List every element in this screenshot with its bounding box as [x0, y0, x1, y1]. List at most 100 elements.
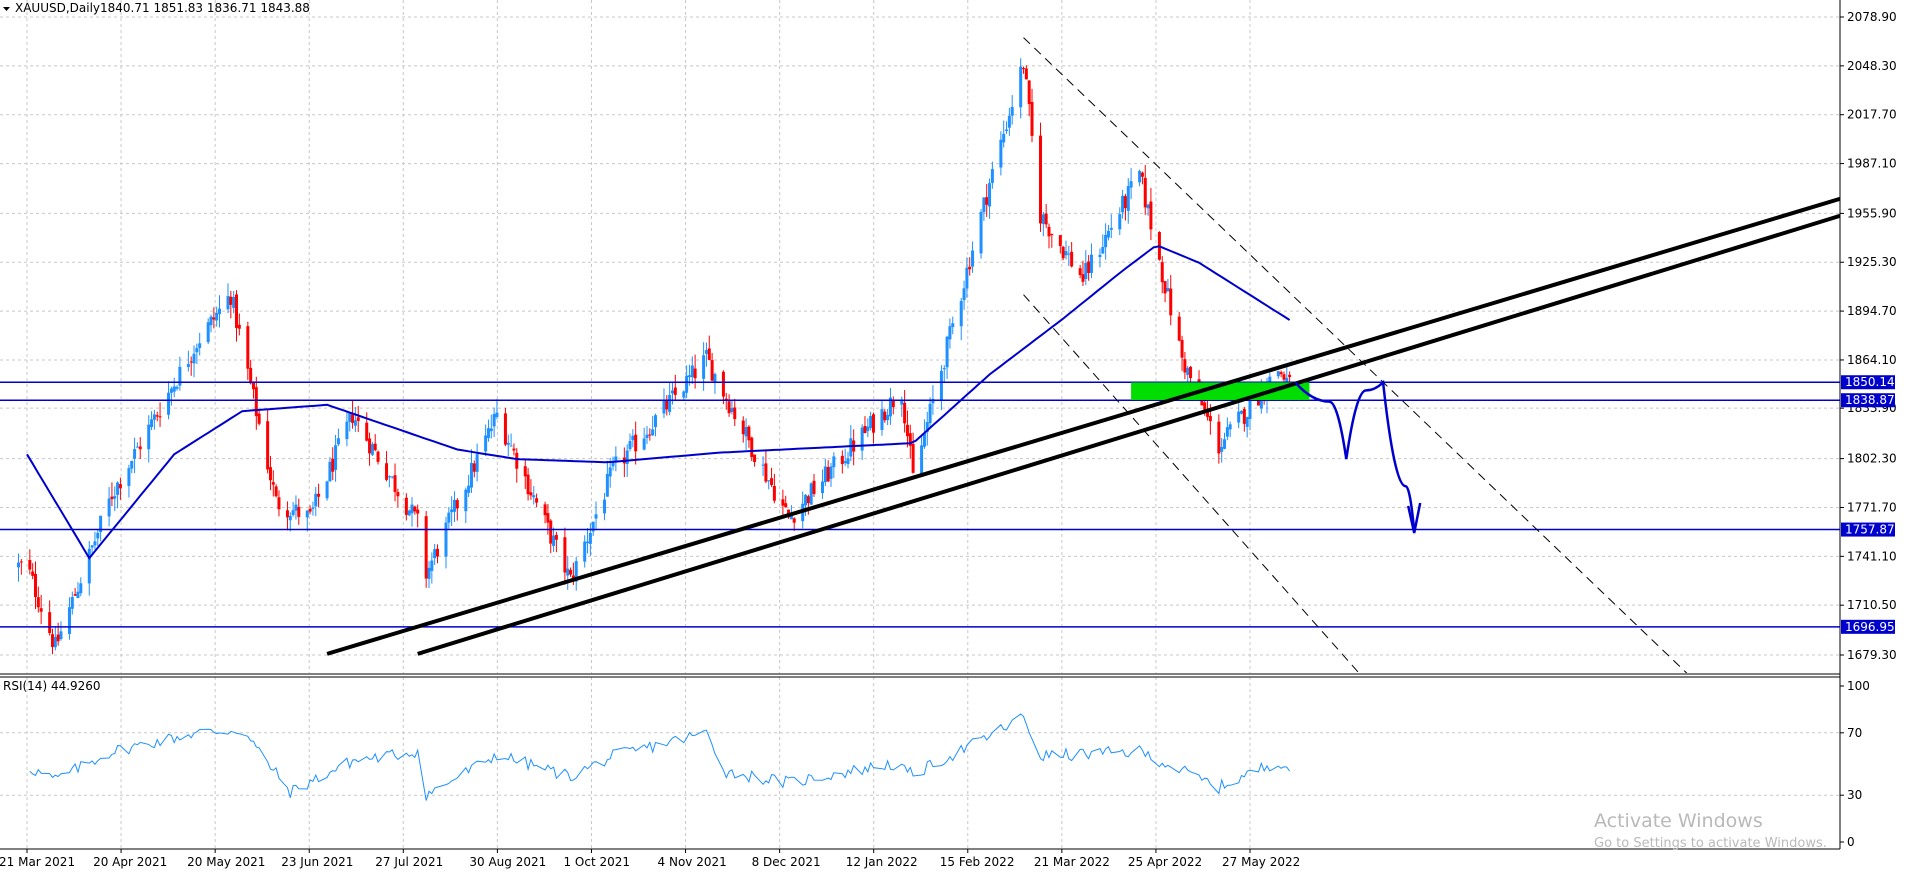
candle[interactable]	[435, 544, 439, 564]
candle[interactable]	[634, 421, 638, 465]
candle[interactable]	[1223, 432, 1227, 450]
main-plot-area[interactable]	[0, 37, 1915, 678]
candle[interactable]	[1129, 168, 1133, 200]
candle[interactable]	[1140, 171, 1144, 185]
candle[interactable]	[433, 543, 437, 566]
candle[interactable]	[1169, 274, 1173, 326]
candle[interactable]	[48, 600, 52, 636]
candle[interactable]	[860, 424, 864, 461]
candle[interactable]	[767, 479, 771, 490]
candle[interactable]	[1022, 66, 1026, 74]
candle[interactable]	[229, 290, 233, 319]
candle[interactable]	[464, 487, 468, 524]
candle[interactable]	[31, 563, 35, 580]
candle[interactable]	[475, 443, 479, 482]
candle[interactable]	[1024, 65, 1028, 80]
candle[interactable]	[1047, 223, 1051, 249]
candle[interactable]	[447, 507, 451, 529]
candle[interactable]	[195, 343, 199, 365]
candle[interactable]	[948, 318, 952, 349]
candle[interactable]	[515, 448, 519, 483]
candle[interactable]	[257, 410, 261, 426]
candle[interactable]	[764, 450, 768, 484]
candle[interactable]	[99, 515, 103, 542]
candle[interactable]	[883, 409, 887, 423]
candle[interactable]	[450, 496, 454, 527]
candle[interactable]	[690, 356, 694, 384]
candle[interactable]	[234, 290, 238, 342]
candle[interactable]	[891, 396, 895, 415]
price-tick-label[interactable]: 1955.90	[1847, 206, 1897, 220]
candle[interactable]	[444, 516, 448, 569]
candle[interactable]	[79, 577, 83, 597]
candle[interactable]	[430, 552, 434, 584]
candle[interactable]	[1104, 223, 1108, 260]
candle[interactable]	[1149, 187, 1153, 241]
candle[interactable]	[407, 509, 411, 516]
candle[interactable]	[189, 356, 193, 376]
candle[interactable]	[288, 512, 292, 532]
candle[interactable]	[594, 501, 598, 531]
candle[interactable]	[1242, 406, 1246, 432]
candle[interactable]	[1101, 234, 1105, 255]
candle[interactable]	[127, 464, 131, 498]
date-tick-label[interactable]: 20 May 2021	[187, 855, 265, 869]
candle[interactable]	[908, 424, 912, 459]
candle[interactable]	[543, 501, 547, 524]
candle[interactable]	[809, 482, 813, 505]
candle[interactable]	[747, 425, 751, 448]
candle[interactable]	[133, 437, 137, 474]
channel-line-dashed[interactable]	[1023, 37, 1692, 678]
candle[interactable]	[682, 390, 686, 400]
candle[interactable]	[393, 463, 397, 502]
candle[interactable]	[829, 462, 833, 487]
candle[interactable]	[50, 628, 54, 655]
candle[interactable]	[135, 442, 139, 448]
candle[interactable]	[28, 549, 32, 575]
candle[interactable]	[1146, 204, 1150, 216]
candle[interactable]	[1078, 264, 1082, 279]
candle[interactable]	[939, 365, 943, 411]
candle[interactable]	[356, 405, 360, 433]
candle[interactable]	[277, 490, 281, 517]
candle[interactable]	[150, 411, 154, 431]
candle[interactable]	[905, 410, 909, 448]
candle[interactable]	[1160, 256, 1164, 294]
candle[interactable]	[492, 407, 496, 438]
candle[interactable]	[192, 345, 196, 378]
candle[interactable]	[390, 476, 394, 479]
candle[interactable]	[376, 450, 380, 465]
candle[interactable]	[554, 531, 558, 553]
candle[interactable]	[17, 553, 21, 582]
candle[interactable]	[107, 486, 111, 527]
candle[interactable]	[871, 412, 875, 444]
candle[interactable]	[750, 436, 754, 462]
candle[interactable]	[305, 510, 309, 532]
candle[interactable]	[73, 588, 77, 597]
candle[interactable]	[1217, 414, 1221, 464]
candle[interactable]	[370, 441, 374, 457]
candle[interactable]	[724, 392, 728, 410]
candle[interactable]	[113, 486, 117, 512]
candle[interactable]	[1285, 365, 1289, 383]
candle[interactable]	[484, 424, 488, 457]
candle[interactable]	[945, 335, 949, 379]
date-tick-label[interactable]: 1 Oct 2021	[563, 855, 630, 869]
candle[interactable]	[1279, 370, 1283, 378]
candle[interactable]	[186, 350, 190, 372]
candle[interactable]	[1240, 410, 1244, 415]
candle[interactable]	[713, 372, 717, 394]
candle[interactable]	[566, 555, 570, 590]
candle[interactable]	[1121, 189, 1125, 219]
candle[interactable]	[110, 482, 114, 507]
candle[interactable]	[710, 353, 714, 382]
candle[interactable]	[116, 481, 120, 509]
candle[interactable]	[903, 389, 907, 433]
candle[interactable]	[1123, 193, 1127, 221]
candle[interactable]	[721, 370, 725, 405]
candle[interactable]	[452, 491, 456, 523]
candle[interactable]	[569, 567, 573, 577]
candle[interactable]	[413, 505, 417, 515]
candle[interactable]	[730, 400, 734, 415]
candle[interactable]	[744, 418, 748, 450]
